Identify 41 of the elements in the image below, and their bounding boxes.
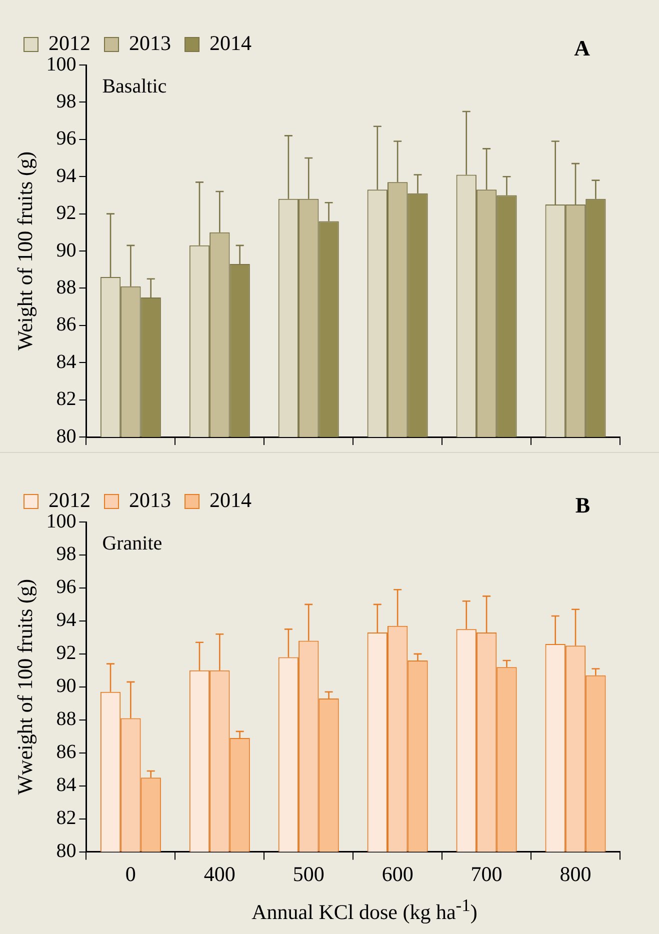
x-tick-label: 800 (560, 862, 592, 886)
text: A (574, 36, 590, 61)
y-tick-label: 82 (56, 807, 76, 830)
y-axis-title: Wweight of 100 fruits (g) (13, 579, 38, 795)
y-tick-label: 90 (56, 239, 76, 262)
y-tick-label: 90 (56, 675, 76, 698)
y-tick-label: 100 (46, 510, 76, 532)
legend-label: 2012 (48, 488, 90, 512)
text: B (575, 492, 590, 518)
y-tick-label: 96 (56, 128, 76, 150)
y-tick-label: 88 (56, 708, 76, 730)
y-tick-label: 84 (56, 350, 76, 373)
legend-label: 2013 (129, 488, 171, 512)
y-tick-label: 86 (56, 314, 76, 336)
y-tick-label: 92 (56, 202, 76, 224)
legend-label: 2014 (210, 488, 252, 512)
annotation: Basaltic (102, 75, 167, 98)
y-tick-label: 100 (46, 53, 76, 76)
y-tick-label: 94 (56, 609, 76, 632)
legend-label: 2014 (210, 31, 252, 56)
x-tick-label: 700 (470, 862, 502, 886)
x-tick-label: 600 (382, 862, 414, 886)
x-axis-title: Annual KCl dose (kg ha$^{-1}$) (250, 894, 478, 925)
y-tick-label: 88 (56, 276, 76, 298)
y-tick-label: 98 (56, 90, 76, 112)
y-tick-label: 80 (56, 840, 76, 862)
x-tick-label: 0 (125, 862, 136, 886)
x-tick-label: 400 (204, 862, 236, 886)
y-tick-label: 94 (56, 164, 76, 187)
y-tick-label: 82 (56, 388, 76, 410)
y-tick-label: 92 (56, 642, 76, 664)
y-tick-label: 84 (56, 774, 76, 796)
y-tick-label: 98 (56, 543, 76, 566)
annotation: Granite (102, 532, 162, 554)
x-tick-label: 500 (292, 862, 324, 886)
legend-label: 2012 (48, 31, 90, 56)
legend-label: 2013 (129, 31, 171, 56)
y-tick-label: 96 (56, 576, 76, 598)
y-tick-label: 80 (56, 425, 76, 448)
y-axis-title: Weight of 100 fruits (g) (13, 152, 38, 350)
y-tick-label: 86 (56, 741, 76, 764)
